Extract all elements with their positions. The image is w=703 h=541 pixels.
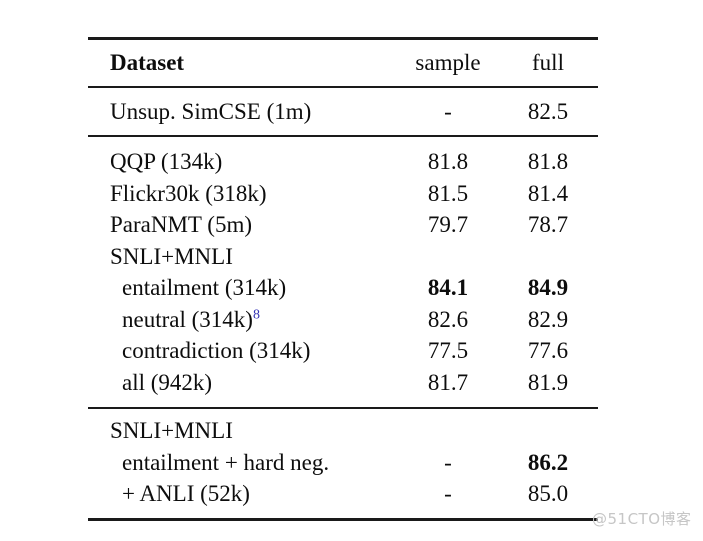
table-group-header-row: SNLI+MNLI bbox=[88, 415, 598, 447]
section-divider-rule bbox=[88, 407, 598, 409]
dataset-cell: Unsup. SimCSE (1m) bbox=[110, 98, 312, 124]
header-sample: sample bbox=[415, 50, 481, 75]
dataset-cell: Flickr30k (318k) bbox=[110, 180, 267, 206]
dataset-cell: contradiction (314k) bbox=[122, 338, 311, 363]
table-row: Unsup. SimCSE (1m) - 82.5 bbox=[88, 88, 598, 135]
results-table: Dataset sample full Unsup. SimCSE (1m) -… bbox=[88, 37, 598, 521]
full-cell: 86.2 bbox=[527, 449, 569, 475]
dataset-cell: neutral (314k)8 bbox=[88, 304, 398, 336]
full-cell: 81.8 bbox=[527, 149, 569, 174]
table-row: QQP (134k) 81.8 81.8 bbox=[88, 146, 598, 178]
table-row: Flickr30k (318k) 81.5 81.4 bbox=[88, 178, 598, 210]
full-cell: 78.7 bbox=[527, 212, 569, 237]
table-section-hard-negatives: SNLI+MNLI entailment + hard neg. - 86.2 … bbox=[88, 409, 598, 518]
dataset-cell: entailment (314k) bbox=[122, 275, 287, 300]
dataset-cell: SNLI+MNLI bbox=[110, 243, 233, 269]
sample-cell: 77.5 bbox=[427, 338, 469, 363]
table-row: ParaNMT (5m) 79.7 78.7 bbox=[88, 209, 598, 241]
table-row: + ANLI (52k) - 85.0 bbox=[88, 478, 598, 510]
table-bottom-rule bbox=[88, 517, 598, 521]
dataset-cell: ParaNMT (5m) bbox=[110, 212, 253, 237]
dataset-cell: + ANLI (52k) bbox=[122, 481, 250, 506]
dataset-cell: SNLI+MNLI bbox=[110, 418, 233, 443]
table-group-header-row: SNLI+MNLI bbox=[88, 241, 598, 273]
table-row: contradiction (314k) 77.5 77.6 bbox=[88, 335, 598, 367]
full-cell: 77.6 bbox=[527, 338, 569, 363]
watermark: @51CTO博客 bbox=[592, 510, 692, 528]
sample-cell: - bbox=[444, 481, 452, 506]
table-section-datasets: QQP (134k) 81.8 81.8 Flickr30k (318k) 81… bbox=[88, 137, 598, 407]
header-divider-rule bbox=[88, 86, 598, 88]
footnote-marker: 8 bbox=[252, 306, 260, 322]
full-cell: 84.9 bbox=[527, 275, 569, 300]
full-cell: 81.4 bbox=[527, 180, 569, 206]
sample-cell: 81.8 bbox=[427, 149, 469, 174]
sample-cell: 79.7 bbox=[427, 212, 469, 237]
table-row: all (942k) 81.7 81.9 bbox=[88, 367, 598, 399]
dataset-cell: QQP (134k) bbox=[110, 149, 223, 174]
sample-cell: 82.6 bbox=[427, 306, 469, 332]
full-cell: 81.9 bbox=[527, 369, 569, 395]
section-divider-rule bbox=[88, 135, 598, 137]
sample-cell: 81.5 bbox=[427, 180, 469, 206]
sample-cell: - bbox=[444, 449, 452, 475]
table-header-row: Dataset sample full bbox=[88, 40, 598, 86]
sample-cell: - bbox=[444, 98, 452, 124]
header-dataset: Dataset bbox=[110, 50, 185, 75]
sample-cell: 81.7 bbox=[427, 369, 469, 395]
table-row: entailment + hard neg. - 86.2 bbox=[88, 447, 598, 479]
dataset-cell: entailment + hard neg. bbox=[122, 449, 330, 475]
dataset-label: neutral (314k) bbox=[122, 306, 253, 332]
table-section-baseline: Unsup. SimCSE (1m) - 82.5 bbox=[88, 88, 598, 135]
full-cell: 82.9 bbox=[527, 306, 569, 332]
table-row: entailment (314k) 84.1 84.9 bbox=[88, 272, 598, 304]
full-cell: 82.5 bbox=[527, 98, 569, 124]
full-cell: 85.0 bbox=[527, 481, 569, 506]
table-row: neutral (314k)8 82.6 82.9 bbox=[88, 304, 598, 336]
sample-cell: 84.1 bbox=[427, 275, 469, 300]
header-full: full bbox=[532, 50, 564, 75]
dataset-cell: all (942k) bbox=[122, 369, 213, 395]
table-top-rule bbox=[88, 37, 598, 40]
